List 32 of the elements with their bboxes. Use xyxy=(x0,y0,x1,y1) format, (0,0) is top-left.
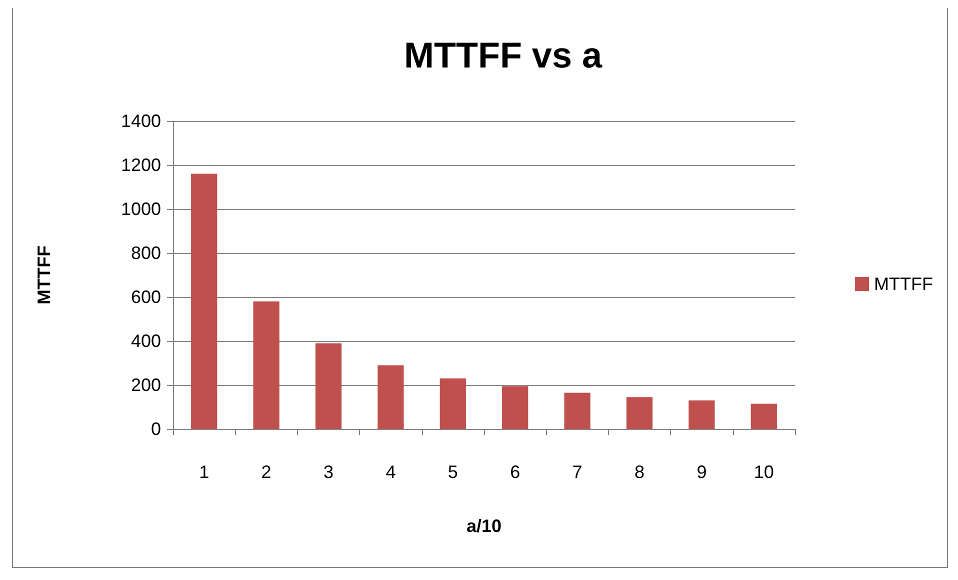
bar xyxy=(378,365,404,429)
y-tick-label: 200 xyxy=(130,375,161,395)
legend-label: MTTFF xyxy=(874,274,934,294)
bar xyxy=(688,400,715,429)
x-tick-label: 3 xyxy=(323,462,334,482)
y-tick-label: 800 xyxy=(130,243,161,263)
y-tick-label: 600 xyxy=(130,287,161,307)
x-tick-label: 6 xyxy=(510,462,520,482)
y-tick-label: 1200 xyxy=(120,155,161,175)
x-tick-label: 2 xyxy=(261,462,272,482)
bar xyxy=(626,397,653,429)
bar xyxy=(440,378,466,429)
x-tick-label: 4 xyxy=(386,462,396,482)
x-tick-label: 7 xyxy=(572,462,582,482)
y-tick-label: 0 xyxy=(150,419,161,439)
x-tick-label: 9 xyxy=(696,462,707,482)
x-axis-title: a/10 xyxy=(466,516,502,536)
bar xyxy=(253,301,280,429)
x-tick-label: 8 xyxy=(634,462,645,482)
y-axis-title: MTTFF xyxy=(34,246,54,304)
bar xyxy=(191,174,218,429)
x-tick-label: 5 xyxy=(448,462,458,482)
y-tick-label: 1400 xyxy=(120,111,161,131)
bar xyxy=(502,386,528,429)
x-tick-label: 10 xyxy=(754,462,774,482)
y-tick-label: 1000 xyxy=(120,199,161,219)
bar xyxy=(564,392,590,429)
bar xyxy=(750,404,777,429)
bar xyxy=(315,343,342,429)
y-tick-label: 400 xyxy=(130,331,161,351)
x-tick-label: 1 xyxy=(199,462,210,482)
chart-title: MTTFF vs a xyxy=(404,34,603,76)
